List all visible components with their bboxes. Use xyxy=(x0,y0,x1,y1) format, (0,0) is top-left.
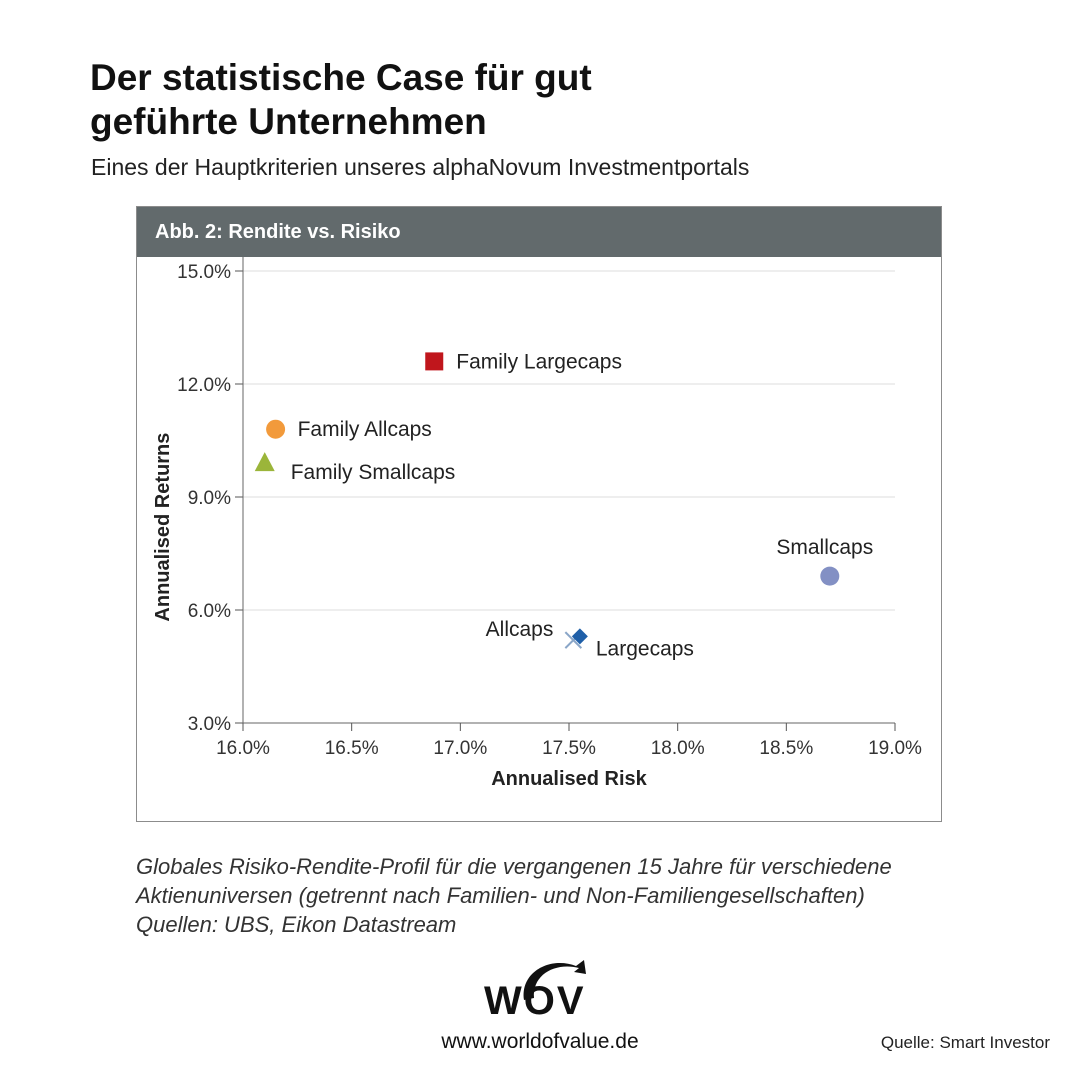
caption-line-1: Globales Risiko-Rendite-Profil für die v… xyxy=(136,854,892,879)
source-note: Quelle: Smart Investor xyxy=(880,1033,1050,1052)
point-family-smallcaps xyxy=(254,452,275,472)
data-label: Family Largecaps xyxy=(456,350,622,373)
data-label: Largecaps xyxy=(596,637,694,660)
data-label: Family Allcaps xyxy=(298,418,432,441)
data-label: Smallcaps xyxy=(776,536,873,559)
y-axis-label: Annualised Returns xyxy=(152,433,174,622)
y-tick-label: 15.0% xyxy=(177,262,231,283)
x-tick-label: 16.0% xyxy=(216,738,270,759)
caption-line-3: Quellen: UBS, Eikon Datastream xyxy=(136,912,457,937)
point-largecaps xyxy=(571,628,588,645)
scatter-chart: 3.0% 6.0% 9.0% 12.0% 15.0% 16.0% 16.5% 17.0% 17.… xyxy=(152,257,922,790)
page-subtitle: Eines der Hauptkriterien unseres alphaNo… xyxy=(91,154,750,180)
figure-caption: Globales Risiko-Rendite-Profil für die v… xyxy=(136,852,976,939)
point-family-largecaps xyxy=(425,352,444,371)
y-tick-label: 9.0% xyxy=(188,488,231,509)
logo-swoosh-icon xyxy=(523,960,586,1000)
x-tick-label: 17.0% xyxy=(433,738,487,759)
x-tick-label: 16.5% xyxy=(325,738,379,759)
chart-title: Abb. 2: Rendite vs. Risiko xyxy=(137,207,941,257)
y-tick-label: 6.0% xyxy=(188,601,231,622)
data-label: Family Smallcaps xyxy=(291,461,456,484)
chart-panel: Abb. 2: Rendite vs. Risiko 3.0% 6.0% 9.0% 1… xyxy=(136,206,942,822)
x-tick-label: 19.0% xyxy=(868,738,922,759)
y-tick-label: 3.0% xyxy=(188,714,231,735)
logo-wordmark: WOV xyxy=(484,979,586,1022)
x-tick-label: 18.0% xyxy=(651,738,705,759)
x-tick-label: 17.5% xyxy=(542,738,596,759)
caption-line-2: Aktienuniversen (getrennt nach Familien-… xyxy=(136,883,865,908)
wov-logo: WOV xyxy=(484,960,586,1022)
website-link[interactable]: www.worldofvalue.de xyxy=(441,1030,639,1053)
title-line-2: geführte Unternehmen xyxy=(90,101,487,142)
x-axis-label: Annualised Risk xyxy=(491,768,647,790)
title-line-1: Der statistische Case für gut xyxy=(90,57,592,98)
point-smallcaps xyxy=(820,566,840,586)
y-tick-label: 12.0% xyxy=(177,375,231,396)
data-label: Allcaps xyxy=(486,618,554,641)
point-family-allcaps xyxy=(266,419,286,439)
x-tick-label: 18.5% xyxy=(759,738,813,759)
page-title: Der statistische Case für gut geführte U… xyxy=(90,56,990,144)
